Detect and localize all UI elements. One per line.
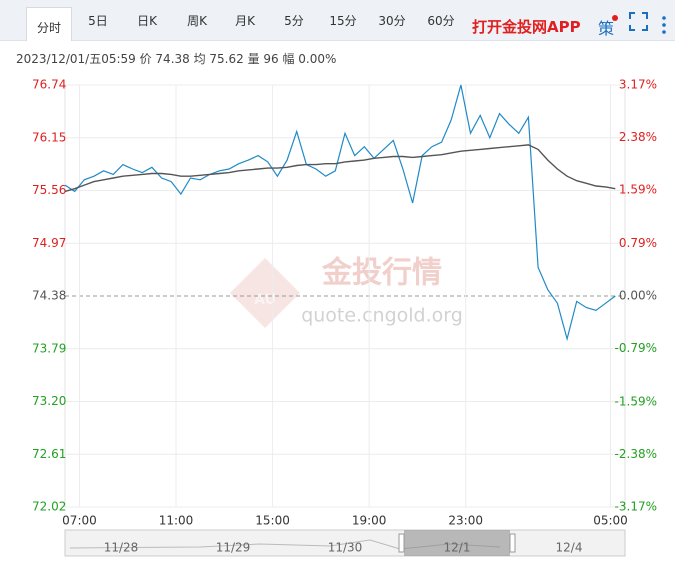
watermark-brand: 金投行情: [321, 256, 442, 291]
series-line: [64, 84, 616, 342]
y2-tick-label: 0.00%: [619, 289, 657, 303]
tab[interactable]: 5日: [88, 14, 108, 28]
x-tick-label: 11:00: [159, 514, 194, 528]
y-tick-label: 73.79: [32, 341, 66, 355]
navigator-label: 11/29: [216, 541, 251, 555]
series-line: [64, 144, 616, 193]
navigator-handle: [509, 533, 516, 553]
tab[interactable]: 60分: [427, 14, 455, 28]
toolbar-icons: [612, 12, 666, 34]
quote-info: 2023/12/01/五05:59 价 74.38 均 75.62 量 96 幅…: [16, 52, 337, 66]
y2-tick-label: -2.38%: [615, 447, 657, 461]
tab[interactable]: 15分: [329, 14, 357, 28]
watermark: [230, 258, 300, 328]
app-link[interactable]: 打开金投网APP: [472, 18, 581, 36]
y2-tick-label: 2.38%: [619, 130, 657, 144]
tab[interactable]: 周K: [187, 14, 207, 28]
strategy-icon[interactable]: 策: [598, 19, 615, 38]
tab[interactable]: 分时: [26, 7, 72, 41]
navigator-label: 11/28: [104, 541, 139, 555]
y-tick-label: 73.20: [32, 394, 66, 408]
tab[interactable]: 30分: [378, 14, 406, 28]
y-tick-label: 76.74: [32, 78, 66, 92]
y-tick-label: 76.15: [32, 130, 66, 144]
y-tick-label: 72.61: [32, 447, 66, 461]
y-tick-label: 74.38: [32, 289, 66, 303]
x-tick-label: 07:00: [62, 514, 97, 528]
watermark-url: quote.cngold.org: [301, 305, 463, 327]
menu-icon[interactable]: [662, 16, 666, 34]
fullscreen-icon[interactable]: [629, 12, 648, 31]
x-tick-label: 15:00: [255, 514, 290, 528]
x-tick-label: 05:00: [593, 514, 628, 528]
tab[interactable]: 日K: [137, 14, 157, 28]
toolbar: 打开金投网APP 策 分时 5日 日K 周K 月K 5分 15分 30分 60分: [0, 0, 675, 41]
y-tick-label: 74.97: [32, 236, 66, 250]
tab[interactable]: 月K: [235, 14, 255, 28]
badge: [612, 15, 618, 21]
y2-tick-label: 1.59%: [619, 183, 657, 197]
y2-tick-label: -3.17%: [615, 500, 657, 514]
y2-tick-label: -0.79%: [615, 341, 657, 355]
y2-tick-label: 3.17%: [619, 78, 657, 92]
navigator-handle: [398, 533, 405, 553]
navigator-label: 12/1: [444, 541, 471, 555]
tab[interactable]: 5分: [284, 14, 304, 28]
y2-tick-label: -1.59%: [615, 394, 657, 408]
y-tick-label: 75.56: [32, 183, 66, 197]
navigator-window: [404, 530, 510, 556]
y-tick-label: 72.02: [32, 500, 66, 514]
x-tick-label: 19:00: [352, 514, 387, 528]
navigator-label: 11/30: [328, 541, 363, 555]
navigator-label: 12/4: [556, 541, 583, 555]
x-tick-label: 23:00: [448, 514, 483, 528]
y2-tick-label: 0.79%: [619, 236, 657, 250]
navigator: [64, 529, 626, 557]
